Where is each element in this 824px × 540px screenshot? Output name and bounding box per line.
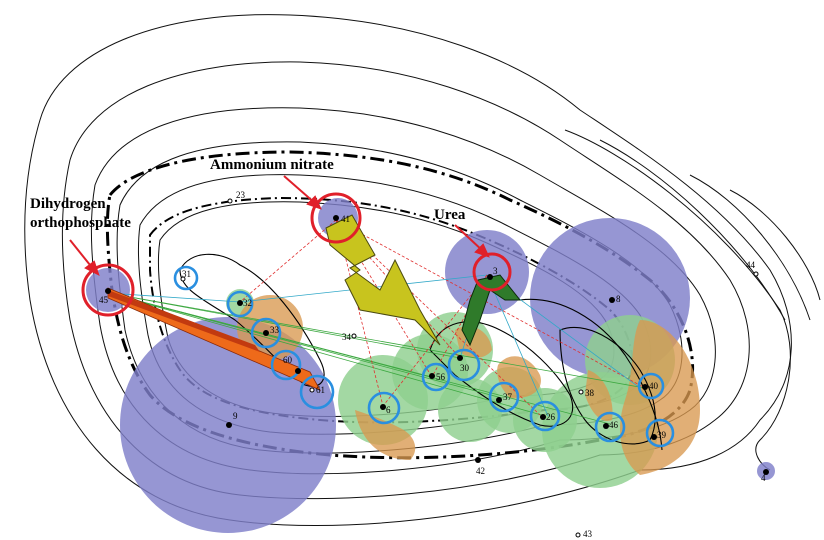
label-46: 46 (609, 420, 619, 430)
label-45: 45 (99, 295, 109, 305)
blue-circle-39 (645, 418, 675, 448)
orange-zone-46 (585, 370, 613, 421)
blue-circle-61 (299, 374, 335, 410)
orange-arrow-dark (108, 290, 260, 352)
callout-ammonium-nitrate: Ammonium nitrate (210, 157, 334, 173)
well-dots (105, 215, 769, 475)
dark-green-arrow (461, 274, 522, 347)
blue-circle-31 (173, 265, 199, 291)
orange-zone-37 (497, 356, 541, 399)
blue-circle-26 (529, 400, 561, 432)
blue-circle-30 (447, 348, 481, 382)
red-circle-41 (310, 192, 362, 244)
label-34: 34 (342, 332, 352, 342)
red-circle-3 (472, 252, 512, 292)
blue-circle-46 (594, 411, 626, 443)
callout-dihydrogen-line2: orthophosphate (30, 215, 131, 231)
label-56: 56 (436, 372, 446, 382)
label-6: 6 (386, 405, 391, 415)
blue-circle-56 (421, 362, 451, 392)
label-4: 4 (761, 473, 766, 483)
label-23: 23 (236, 190, 246, 200)
well-labels: 45 23 41 3 31 32 33 60 61 9 34 6 56 30 3… (99, 190, 766, 539)
blue-circle-6 (367, 391, 401, 425)
label-8: 8 (616, 294, 621, 304)
orange-zone-6 (355, 410, 416, 460)
label-3: 3 (493, 266, 498, 276)
blue-circles (173, 265, 675, 448)
label-60: 60 (283, 355, 293, 365)
label-61: 61 (316, 385, 325, 395)
label-37: 37 (503, 392, 513, 402)
label-41: 41 (341, 214, 350, 224)
callout-dihydrogen: Dihydrogen orthophosphate (30, 195, 131, 233)
red-circle-45 (81, 263, 135, 317)
label-43: 43 (583, 529, 593, 539)
callout-urea: Urea (434, 207, 466, 223)
orange-zones (237, 295, 700, 475)
label-42: 42 (476, 466, 485, 476)
yellow-arrow (325, 214, 441, 346)
label-44: 44 (746, 260, 756, 270)
label-40: 40 (649, 381, 659, 391)
label-33: 33 (270, 325, 280, 335)
label-38: 38 (585, 388, 595, 398)
label-39: 39 (657, 430, 667, 440)
label-31: 31 (182, 269, 191, 279)
callout-arrows (69, 175, 490, 276)
label-26: 26 (546, 412, 556, 422)
red-circles (81, 192, 512, 317)
blue-circle-60 (270, 349, 302, 381)
callout-dihydrogen-line1: Dihydrogen (30, 196, 106, 212)
blue-circle-32 (226, 290, 254, 318)
orange-zone-east (620, 320, 700, 475)
label-30: 30 (460, 363, 470, 373)
blue-circle-37 (488, 381, 520, 413)
purple-zone-3 (445, 230, 529, 314)
label-9: 9 (233, 411, 238, 421)
blue-circle-33 (250, 317, 282, 349)
well-hollow (180, 198, 759, 538)
blue-circle-40 (637, 372, 665, 400)
label-32: 32 (243, 298, 252, 308)
